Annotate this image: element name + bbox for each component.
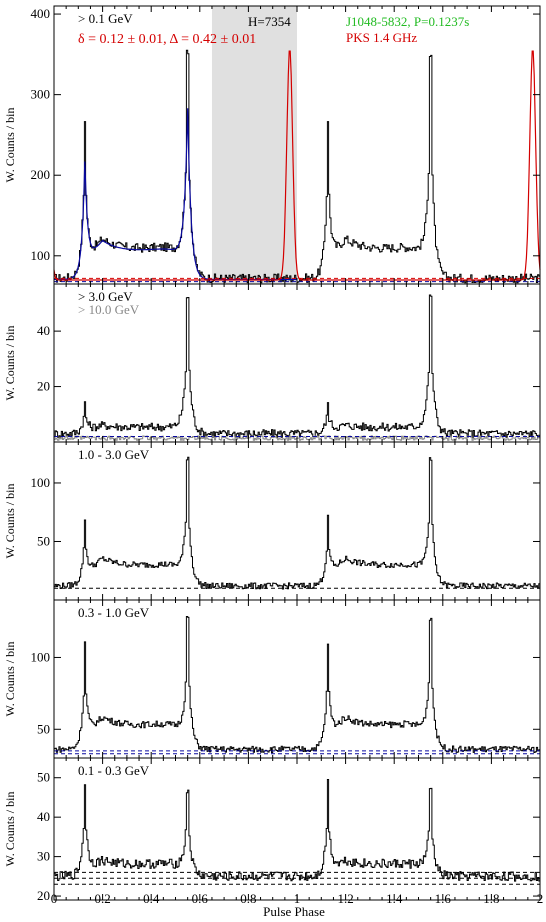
y-axis-title: W. Counts / bin xyxy=(3,642,17,717)
y-axis-title: W. Counts / bin xyxy=(3,484,17,559)
y-tick-label: 50 xyxy=(37,721,50,736)
y-tick-label: 30 xyxy=(37,849,50,864)
y-tick-label: 50 xyxy=(37,533,50,548)
y-axis-title: W. Counts / bin xyxy=(3,108,17,183)
x-axis-title: Pulse Phase xyxy=(263,904,325,919)
panel-2: 20 40 W. Counts / bin > 3.0 GeV> 10.0 GeV xyxy=(3,283,541,443)
x-tick-label: 1 xyxy=(294,891,301,906)
x-tick-label: 0.8 xyxy=(240,891,256,906)
energy-label: 0.1 - 0.3 GeV xyxy=(78,763,150,778)
energy-label: 1.0 - 3.0 GeV xyxy=(78,447,150,462)
y-tick-label: 20 xyxy=(37,888,50,903)
panel-frame xyxy=(53,441,541,601)
y-tick-label: 50 xyxy=(37,770,50,785)
pulsar-label: J1048-5832, P=0.1237s xyxy=(346,14,469,29)
energy-label: 0.3 - 1.0 GeV xyxy=(78,605,150,620)
x-tick-label: 1.6 xyxy=(435,891,452,906)
x-tick-label: 1.4 xyxy=(386,891,403,906)
y-tick-label: 300 xyxy=(31,87,51,102)
x-tick-label: 1.2 xyxy=(337,891,353,906)
y-tick-label: 100 xyxy=(31,649,51,664)
y-tick-label: 100 xyxy=(31,475,51,490)
offpulse-region xyxy=(211,6,297,284)
y-tick-label: 200 xyxy=(31,167,51,182)
energy-label: > 3.0 GeV xyxy=(78,289,133,304)
x-axis: 0 0.2 0.4 0.6 0.8 1 1.2 1.4 1.6 1.8 2 xyxy=(51,891,544,906)
x-tick-label: 1.8 xyxy=(483,891,499,906)
radio-label: PKS 1.4 GHz xyxy=(346,30,417,45)
radio-profile xyxy=(53,50,541,281)
x-tick-label: 0 xyxy=(51,891,58,906)
panel-1: 100 200 300 400 W. Counts / bin > 0.1 GeV δ = … xyxy=(3,5,541,285)
energy-label: > 0.1 GeV xyxy=(78,11,133,26)
panel-4: 50 100 W. Counts / bin 0.3 - 1.0 GeV xyxy=(3,599,541,759)
y-tick-label: 40 xyxy=(37,323,50,338)
counts-histogram xyxy=(54,779,540,882)
y-tick-label: 400 xyxy=(31,6,51,21)
y-tick-label: 100 xyxy=(31,248,51,263)
htest-label: H=7354 xyxy=(248,14,291,29)
y-tick-label: 20 xyxy=(37,379,50,394)
counts-histogram xyxy=(54,456,540,590)
x-tick-label: 0.4 xyxy=(143,891,160,906)
y-axis-title: W. Counts / bin xyxy=(3,792,17,867)
y-axis-title: W. Counts / bin xyxy=(3,326,17,401)
energy-label-high: > 10.0 GeV xyxy=(78,302,140,317)
x-tick-label: 2 xyxy=(537,891,544,906)
x-tick-label: 0.2 xyxy=(94,891,110,906)
panel-frame xyxy=(53,599,541,759)
panel-3: 50 100 W. Counts / bin 1.0 - 3.0 GeV xyxy=(3,441,541,601)
x-tick-label: 0.6 xyxy=(192,891,209,906)
delta-label: δ = 0.12 ± 0.01, Δ = 0.42 ± 0.01 xyxy=(78,32,256,47)
y-tick-label: 40 xyxy=(37,809,50,824)
counts-histogram xyxy=(54,616,540,754)
